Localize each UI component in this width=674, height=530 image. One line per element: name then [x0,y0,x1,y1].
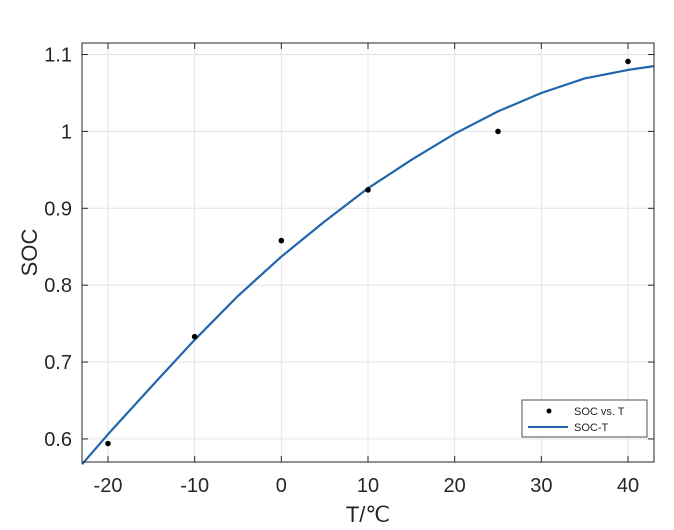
x-tick-label: -20 [94,475,123,497]
x-tick-label: 30 [530,475,552,497]
legend-label-line: SOC-T [574,422,609,434]
data-point [365,187,371,193]
y-tick-label: 0.7 [44,352,72,374]
series-layer [81,58,655,466]
x-tick-label: 40 [617,475,639,497]
data-point [625,58,631,65]
y-axis-label: SOC [17,229,42,277]
y-tick-label: 1.1 [44,45,72,67]
legend-label-scatter: SOC vs. T [574,406,625,418]
data-point [105,440,111,447]
data-point [495,128,501,135]
legend-marker-scatter [546,408,552,414]
y-tick-label: 0.9 [44,198,72,220]
y-tick-label: 0.8 [44,275,72,297]
x-tick-label: 20 [444,475,466,497]
tick-marks [82,43,654,462]
legend: SOC vs. T SOC-T [521,399,648,438]
x-tick-label: 0 [276,475,287,497]
x-tick-label: -10 [180,475,209,497]
legend-box [521,399,648,438]
data-point [191,333,198,340]
grid-lines [82,43,654,462]
y-tick-labels: 0.6 0.7 0.8 0.9 1 1.1 [44,45,72,451]
x-tick-labels: -20 -10 0 10 20 30 40 [94,475,640,497]
y-tick-label: 1 [61,121,72,143]
x-axis-label: T/℃ [346,502,390,527]
data-point [278,237,285,244]
y-tick-label: 0.6 [44,429,72,451]
x-tick-label: 10 [357,475,379,497]
